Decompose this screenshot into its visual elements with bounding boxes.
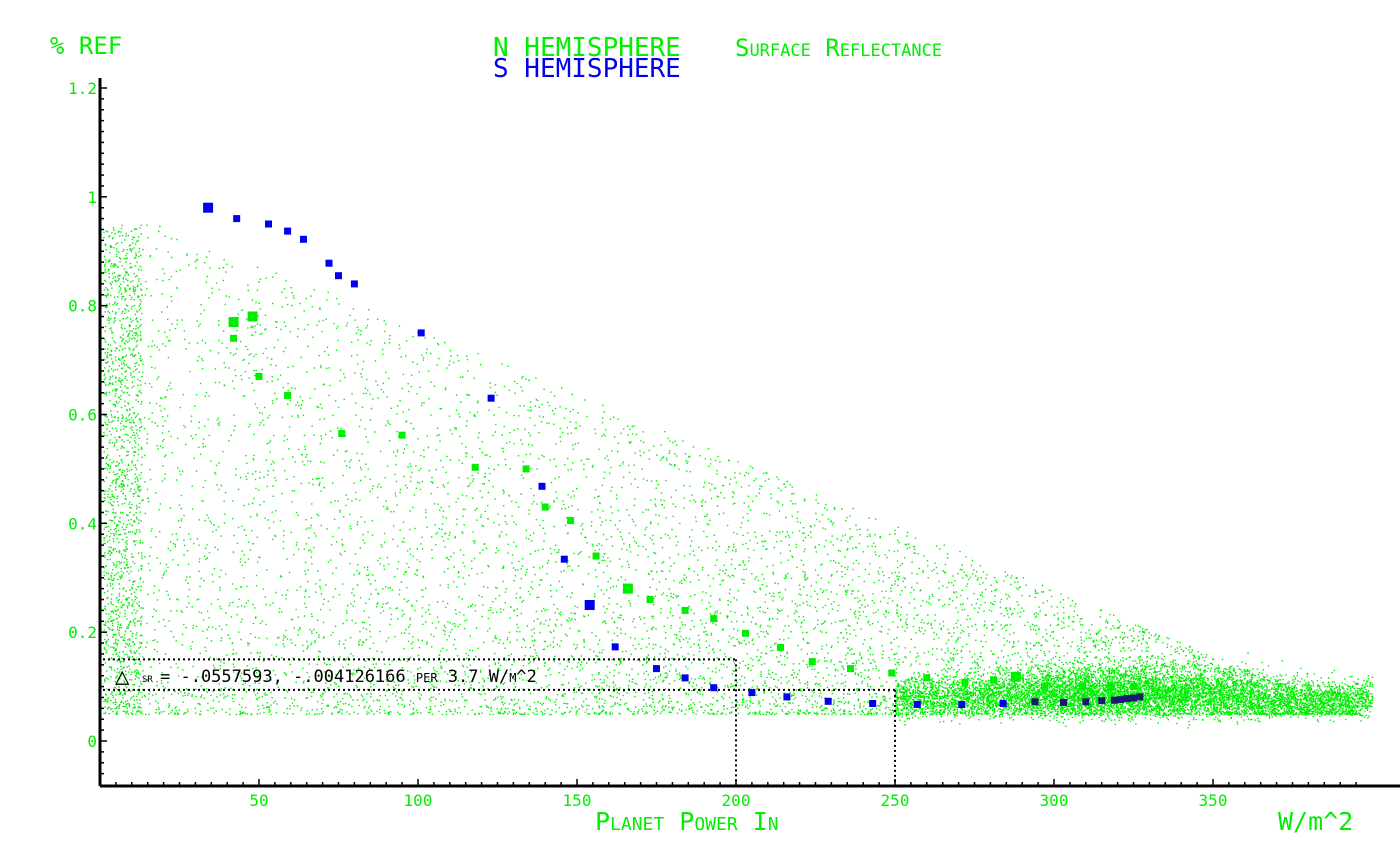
s-point-2 bbox=[265, 220, 272, 228]
series-layer bbox=[203, 202, 1144, 708]
s-point-21 bbox=[913, 701, 921, 708]
s-point-24 bbox=[1031, 698, 1039, 706]
s-point-15 bbox=[681, 674, 689, 682]
n-point-3 bbox=[255, 372, 263, 380]
s-point-16 bbox=[710, 684, 718, 692]
s-point-10 bbox=[538, 482, 546, 490]
y-tick-label: 0.2 bbox=[68, 623, 97, 642]
n-point-18 bbox=[808, 658, 816, 666]
n-point-6 bbox=[398, 431, 406, 439]
n-point-14 bbox=[681, 606, 689, 614]
n-point-20 bbox=[888, 669, 896, 677]
n-point-25 bbox=[1041, 683, 1048, 691]
n-point-21 bbox=[923, 674, 931, 682]
s-point-11 bbox=[560, 555, 568, 563]
y-axis-label: % REF bbox=[50, 32, 122, 60]
x-tick-label: 350 bbox=[1199, 791, 1228, 810]
s-point-31 bbox=[1130, 694, 1137, 702]
s-point-26 bbox=[1082, 698, 1090, 706]
n-point-27 bbox=[1107, 683, 1115, 691]
s-point-14 bbox=[653, 665, 660, 673]
s-point-22 bbox=[958, 701, 966, 708]
n-point-16 bbox=[742, 629, 749, 637]
series-south bbox=[203, 202, 1144, 708]
s-point-25 bbox=[1060, 698, 1067, 706]
s-point-19 bbox=[824, 697, 832, 705]
y-tick-label: 0 bbox=[87, 732, 97, 751]
annotation-text: = -.0557593, -.004126166 per 3.7 W/m^2 bbox=[160, 667, 537, 687]
x-tick-label: 150 bbox=[563, 791, 592, 810]
s-point-6 bbox=[335, 272, 342, 280]
x-tick-label: 50 bbox=[249, 791, 268, 810]
y-tick-label: 0.6 bbox=[68, 406, 97, 425]
n-point-22 bbox=[961, 678, 969, 686]
n-point-2 bbox=[230, 334, 238, 342]
n-point-15 bbox=[710, 615, 718, 623]
s-point-30 bbox=[1123, 695, 1131, 703]
x-tick-label: 250 bbox=[881, 791, 910, 810]
x-tick-label: 100 bbox=[404, 791, 433, 810]
s-point-5 bbox=[325, 259, 333, 267]
n-point-26 bbox=[1079, 683, 1087, 691]
title-n-hemisphere: N HEMISPHERE bbox=[493, 33, 681, 63]
n-point-12 bbox=[622, 583, 633, 594]
y-tick-label: 1 bbox=[87, 188, 97, 207]
n-point-4 bbox=[284, 392, 292, 399]
s-point-12 bbox=[584, 600, 595, 610]
cloud-points bbox=[103, 224, 1374, 729]
s-point-20 bbox=[869, 700, 877, 707]
n-point-5 bbox=[338, 430, 346, 437]
n-point-17 bbox=[777, 643, 784, 651]
title-surface-reflectance: Surface Reflectance bbox=[735, 34, 942, 62]
s-point-28 bbox=[1110, 696, 1118, 704]
x-tick-label: 200 bbox=[722, 791, 751, 810]
n-point-0 bbox=[228, 317, 239, 327]
annotation-lines bbox=[103, 658, 896, 786]
s-point-23 bbox=[999, 700, 1007, 707]
y-tick-label: 0.8 bbox=[68, 297, 97, 316]
axes: 0 0.2 0.4 0.6 0.8 1 1.2 50 100 150 200 250 300 350 bbox=[68, 78, 1400, 810]
delta-icon: △ bbox=[115, 662, 130, 690]
n-point-7 bbox=[471, 463, 479, 471]
s-point-18 bbox=[783, 693, 791, 701]
n-point-10 bbox=[567, 517, 575, 525]
s-point-4 bbox=[300, 235, 307, 243]
n-point-13 bbox=[646, 596, 654, 603]
n-point-9 bbox=[541, 503, 549, 511]
s-point-29 bbox=[1117, 696, 1125, 704]
n-point-8 bbox=[522, 465, 530, 473]
point-cloud bbox=[103, 224, 1374, 729]
x-axis-unit: W/m^2 bbox=[1278, 807, 1353, 836]
n-point-1 bbox=[247, 311, 258, 322]
annotation-delta-label: sr bbox=[142, 671, 153, 686]
n-point-28 bbox=[1130, 683, 1137, 691]
s-point-13 bbox=[611, 643, 619, 651]
s-point-1 bbox=[233, 215, 241, 223]
s-point-3 bbox=[284, 227, 292, 235]
n-point-11 bbox=[592, 552, 600, 560]
x-tick-label: 300 bbox=[1040, 791, 1069, 810]
title-s-hemisphere: S HEMISPHERE bbox=[493, 54, 681, 84]
annotation: △ sr = -.0557593, -.004126166 per 3.7 W/… bbox=[115, 662, 537, 690]
s-point-9 bbox=[487, 394, 495, 402]
s-point-0 bbox=[203, 202, 214, 213]
s-point-32 bbox=[1136, 693, 1144, 701]
y-tick-label: 1.2 bbox=[68, 79, 97, 98]
y-tick-label: 0.4 bbox=[68, 514, 97, 533]
n-point-24 bbox=[1010, 671, 1021, 682]
s-point-17 bbox=[748, 689, 756, 697]
n-point-23 bbox=[990, 676, 998, 684]
s-point-27 bbox=[1098, 697, 1106, 705]
x-axis-label: Planet Power In bbox=[595, 807, 779, 836]
s-point-7 bbox=[350, 280, 358, 288]
s-point-8 bbox=[417, 329, 425, 337]
series-north bbox=[228, 311, 1137, 691]
n-point-19 bbox=[847, 665, 854, 673]
